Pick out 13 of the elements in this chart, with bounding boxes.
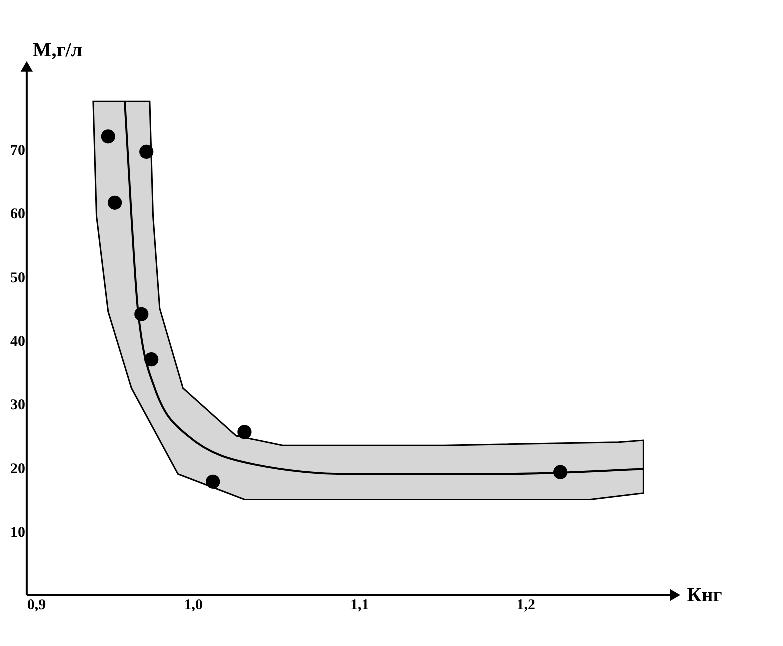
y-axis-title: М,г/л <box>32 40 83 62</box>
x-axis-title: Кнг <box>687 584 722 606</box>
x-tick-label: 0,9 <box>27 598 46 614</box>
x-tick-label: 1,1 <box>350 598 370 614</box>
y-tick-label: 70 <box>10 142 26 159</box>
y-tick-label: 30 <box>10 398 26 414</box>
y-tick-label: 20 <box>10 461 26 478</box>
x-tick-label: 1,0 <box>184 598 204 614</box>
x-tick-label: 1,2 <box>516 598 536 614</box>
y-tick-label: 10 <box>10 525 26 542</box>
y-tick-label: 60 <box>10 206 26 223</box>
y-tick-label: 50 <box>10 270 26 286</box>
y-tick-label: 40 <box>10 334 26 350</box>
